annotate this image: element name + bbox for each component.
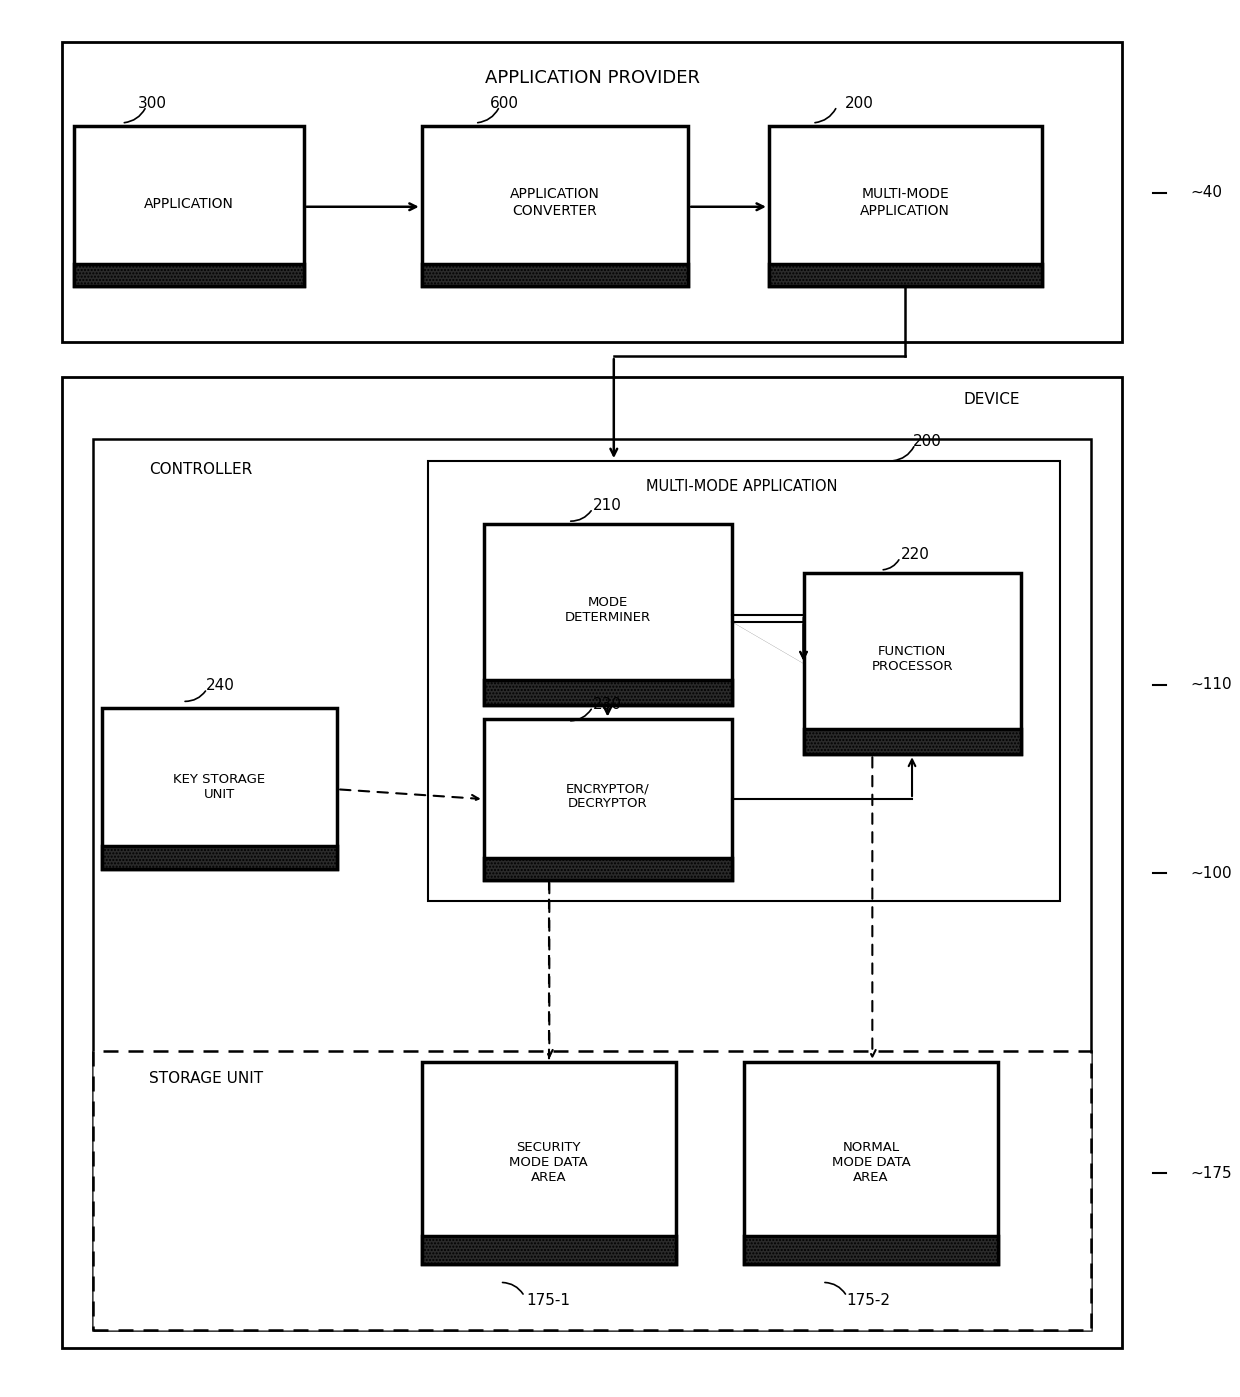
Text: ~110: ~110 [1190, 678, 1233, 692]
Bar [769, 264, 1042, 286]
Bar [62, 377, 1122, 1348]
Text: KEY STORAGE
UNIT: KEY STORAGE UNIT [174, 773, 265, 800]
Text: MULTI-MODE
APPLICATION: MULTI-MODE APPLICATION [861, 187, 950, 218]
Bar [744, 1236, 998, 1264]
Bar [484, 680, 732, 705]
Text: 240: 240 [206, 679, 236, 693]
Bar [484, 680, 732, 705]
Bar [102, 847, 337, 869]
Text: SECURITY
MODE DATA
AREA: SECURITY MODE DATA AREA [510, 1141, 588, 1183]
Bar [428, 461, 1060, 901]
Text: NORMAL
MODE DATA
AREA: NORMAL MODE DATA AREA [832, 1141, 910, 1183]
Text: MULTI-MODE APPLICATION: MULTI-MODE APPLICATION [646, 479, 837, 493]
Bar [484, 858, 732, 880]
Bar [422, 1062, 676, 1264]
Bar [102, 847, 337, 869]
Text: 220: 220 [900, 548, 930, 562]
Bar [804, 573, 1021, 754]
Text: APPLICATION PROVIDER: APPLICATION PROVIDER [485, 70, 701, 87]
Bar [804, 729, 1021, 754]
Text: STORAGE UNIT: STORAGE UNIT [149, 1071, 263, 1085]
Text: ~175: ~175 [1190, 1166, 1233, 1180]
Bar [422, 1236, 676, 1264]
Text: CONTROLLER: CONTROLLER [149, 462, 252, 476]
Text: ~40: ~40 [1190, 186, 1223, 200]
Bar [93, 1051, 1091, 1330]
Bar [422, 1236, 676, 1264]
Text: 175-2: 175-2 [846, 1294, 890, 1308]
Text: 200: 200 [913, 434, 942, 448]
Text: APPLICATION
CONVERTER: APPLICATION CONVERTER [510, 187, 600, 218]
Bar [74, 264, 304, 286]
Bar [769, 264, 1042, 286]
Text: 230: 230 [593, 697, 622, 711]
Text: 175-1: 175-1 [527, 1294, 570, 1308]
Bar [744, 1062, 998, 1264]
Text: APPLICATION: APPLICATION [144, 197, 234, 211]
Bar [484, 524, 732, 705]
Bar [744, 1236, 998, 1264]
Text: DEVICE: DEVICE [963, 393, 1021, 407]
Text: ~100: ~100 [1190, 866, 1233, 880]
Bar [422, 264, 688, 286]
Text: 210: 210 [593, 499, 622, 513]
Bar [93, 439, 1091, 1330]
Bar [484, 858, 732, 880]
Text: 200: 200 [844, 96, 874, 110]
Text: 600: 600 [490, 96, 520, 110]
Bar [422, 126, 688, 286]
Bar [102, 708, 337, 869]
Bar [62, 42, 1122, 342]
Bar [74, 126, 304, 286]
Text: 300: 300 [138, 96, 167, 110]
Text: MODE
DETERMINER: MODE DETERMINER [564, 597, 651, 624]
Text: FUNCTION
PROCESSOR: FUNCTION PROCESSOR [872, 645, 952, 673]
Bar [422, 264, 688, 286]
Bar [74, 264, 304, 286]
Text: ENCRYPTOR/
DECRYPTOR: ENCRYPTOR/ DECRYPTOR [565, 782, 650, 810]
Bar [484, 719, 732, 880]
Bar [804, 729, 1021, 754]
Bar [769, 126, 1042, 286]
